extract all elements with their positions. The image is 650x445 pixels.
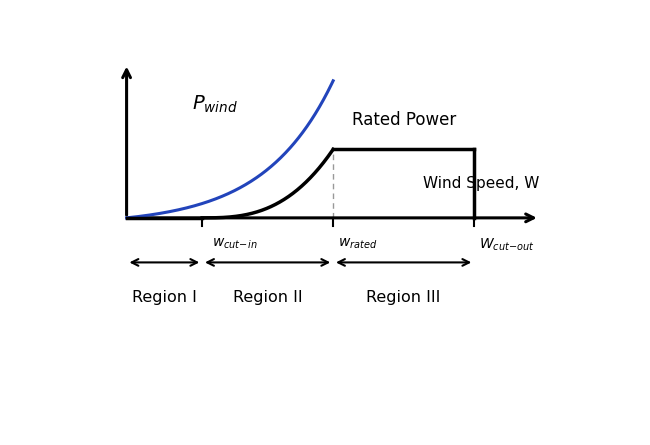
Text: Region II: Region II: [233, 290, 302, 305]
Text: Region I: Region I: [132, 290, 197, 305]
Text: Rated Power: Rated Power: [352, 111, 456, 129]
Text: Region III: Region III: [367, 290, 441, 305]
Text: Wind Speed, W: Wind Speed, W: [423, 176, 540, 191]
Text: $P_{wind}$: $P_{wind}$: [192, 94, 238, 115]
Text: $w_{rated}$: $w_{rated}$: [338, 237, 378, 251]
Text: $w_{cut\!-\!in}$: $w_{cut\!-\!in}$: [212, 237, 258, 251]
Text: $W_{cut\!-\!out}$: $W_{cut\!-\!out}$: [479, 237, 535, 253]
